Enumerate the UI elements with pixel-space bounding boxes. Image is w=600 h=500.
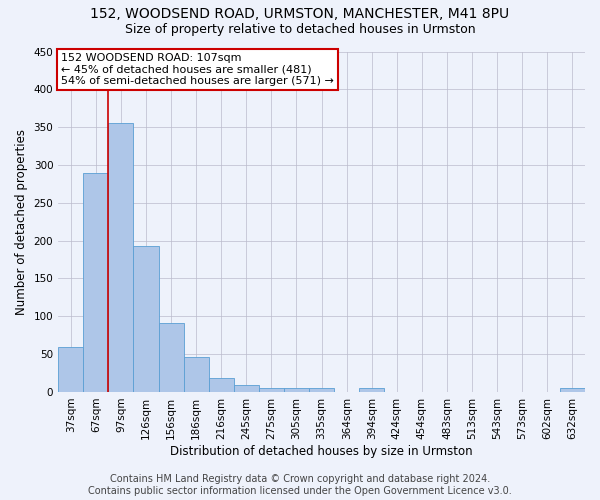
Bar bbox=[359, 388, 385, 392]
X-axis label: Distribution of detached houses by size in Urmston: Distribution of detached houses by size … bbox=[170, 444, 473, 458]
Bar bbox=[133, 246, 158, 392]
Bar bbox=[234, 385, 259, 392]
Bar bbox=[184, 357, 209, 392]
Y-axis label: Number of detached properties: Number of detached properties bbox=[15, 128, 28, 314]
Text: Contains HM Land Registry data © Crown copyright and database right 2024.
Contai: Contains HM Land Registry data © Crown c… bbox=[88, 474, 512, 496]
Bar bbox=[284, 388, 309, 392]
Bar bbox=[560, 388, 585, 392]
Bar bbox=[83, 174, 109, 392]
Bar bbox=[109, 124, 133, 392]
Text: 152 WOODSEND ROAD: 107sqm
← 45% of detached houses are smaller (481)
54% of semi: 152 WOODSEND ROAD: 107sqm ← 45% of detac… bbox=[61, 53, 334, 86]
Bar bbox=[259, 388, 284, 392]
Bar bbox=[209, 378, 234, 392]
Bar bbox=[158, 323, 184, 392]
Text: Size of property relative to detached houses in Urmston: Size of property relative to detached ho… bbox=[125, 22, 475, 36]
Text: 152, WOODSEND ROAD, URMSTON, MANCHESTER, M41 8PU: 152, WOODSEND ROAD, URMSTON, MANCHESTER,… bbox=[91, 8, 509, 22]
Bar bbox=[58, 348, 83, 392]
Bar bbox=[309, 388, 334, 392]
